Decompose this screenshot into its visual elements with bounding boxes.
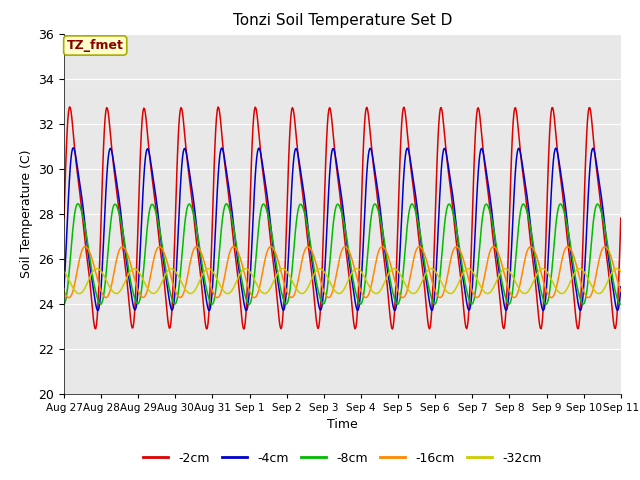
-2cm [240, 326, 248, 332]
-32cm [412, 290, 419, 296]
-32cm [70, 287, 78, 292]
-32cm [214, 278, 222, 284]
Line: -4cm: -4cm [64, 148, 621, 311]
-16cm [412, 249, 419, 255]
-8cm [412, 209, 419, 215]
-2cm [71, 147, 79, 153]
-16cm [128, 267, 136, 273]
-16cm [185, 267, 193, 273]
-32cm [60, 268, 68, 274]
Line: -2cm: -2cm [64, 107, 621, 329]
-4cm [70, 145, 77, 151]
-16cm [71, 280, 79, 286]
-2cm [185, 170, 193, 176]
-4cm [71, 149, 79, 155]
-32cm [128, 266, 136, 272]
-8cm [60, 301, 68, 307]
-4cm [412, 192, 419, 198]
-4cm [128, 297, 136, 302]
-2cm [412, 205, 419, 211]
Legend: -2cm, -4cm, -8cm, -16cm, -32cm: -2cm, -4cm, -8cm, -16cm, -32cm [138, 447, 547, 469]
-8cm [74, 201, 82, 206]
-8cm [215, 254, 223, 260]
Y-axis label: Soil Temperature (C): Soil Temperature (C) [20, 149, 33, 278]
-4cm [60, 284, 68, 290]
-2cm [128, 325, 136, 331]
Text: TZ_fmet: TZ_fmet [67, 39, 124, 52]
-16cm [65, 295, 72, 300]
-2cm [60, 215, 68, 221]
-8cm [128, 286, 136, 291]
-8cm [208, 301, 216, 307]
-32cm [428, 266, 436, 272]
-16cm [617, 288, 625, 294]
Line: -32cm: -32cm [64, 269, 621, 294]
-8cm [70, 215, 78, 221]
Title: Tonzi Soil Temperature Set D: Tonzi Soil Temperature Set D [233, 13, 452, 28]
-4cm [391, 308, 399, 313]
-4cm [214, 174, 222, 180]
-16cm [428, 278, 436, 284]
Line: -16cm: -16cm [64, 247, 621, 298]
Line: -8cm: -8cm [64, 204, 621, 304]
-8cm [185, 202, 193, 207]
-2cm [428, 306, 436, 312]
-2cm [65, 104, 73, 110]
-2cm [617, 215, 625, 221]
-16cm [214, 295, 222, 300]
X-axis label: Time: Time [327, 418, 358, 431]
-4cm [617, 284, 625, 290]
-8cm [617, 301, 625, 307]
-16cm [60, 288, 68, 294]
-32cm [76, 291, 83, 297]
-32cm [390, 266, 397, 272]
-16cm [230, 244, 237, 250]
-32cm [617, 268, 625, 274]
-8cm [428, 296, 436, 302]
-4cm [428, 308, 436, 313]
-2cm [214, 104, 222, 110]
-32cm [185, 290, 193, 296]
-4cm [185, 164, 193, 170]
